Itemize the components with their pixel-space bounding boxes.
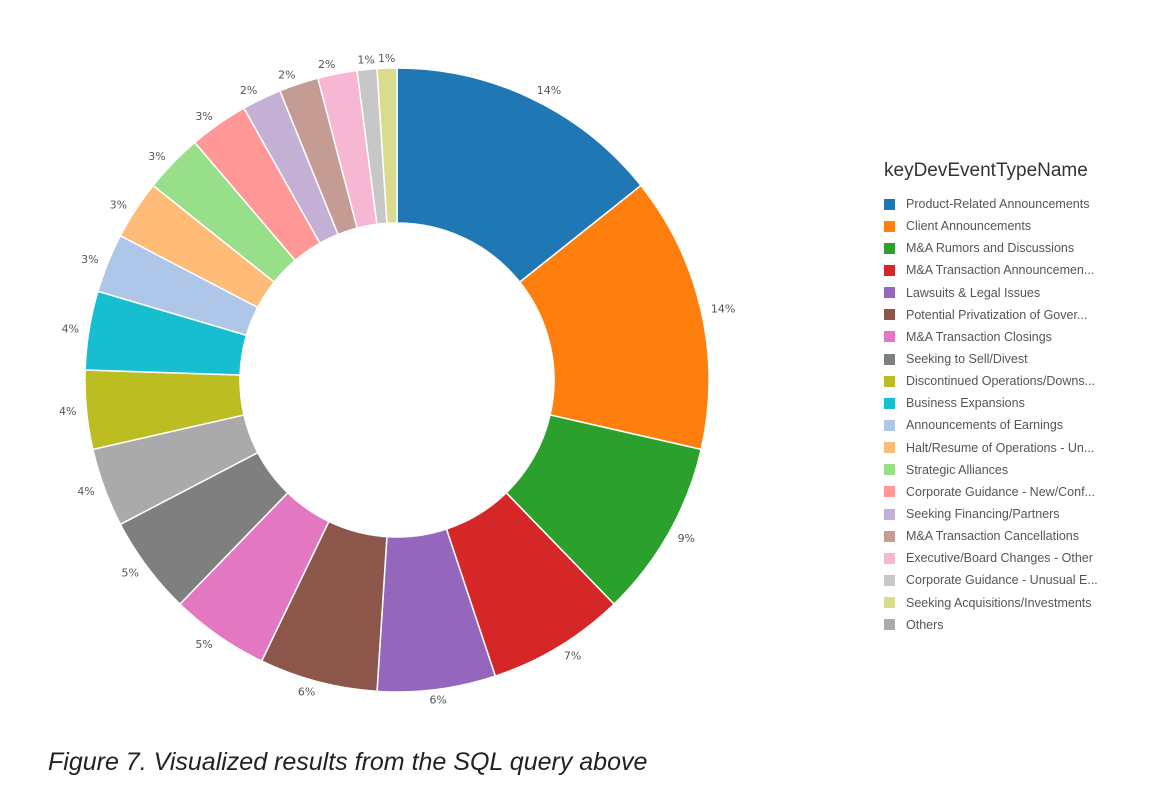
legend-swatch — [884, 375, 895, 387]
legend-label: Product-Related Announcements — [906, 197, 1090, 212]
slice-label: 1% — [357, 53, 374, 66]
legend-item[interactable]: M&A Rumors and Discussions — [884, 237, 1098, 259]
legend-label: Halt/Resume of Operations - Un... — [906, 440, 1095, 455]
slice-label: 3% — [195, 110, 212, 123]
legend-label: Seeking Financing/Partners — [906, 507, 1060, 522]
slice-label: 14% — [711, 302, 735, 315]
legend-item[interactable]: M&A Transaction Closings — [884, 326, 1098, 348]
legend-item[interactable]: Announcements of Earnings — [884, 414, 1098, 436]
slice-label: 3% — [148, 150, 165, 163]
legend-swatch — [884, 597, 895, 609]
slice-label: 5% — [121, 567, 138, 580]
legend: keyDevEventTypeName Product-Related Anno… — [884, 160, 1098, 636]
slice-label: 2% — [240, 84, 257, 97]
legend-item[interactable]: Product-Related Announcements — [884, 193, 1098, 215]
legend-swatch — [884, 353, 895, 365]
legend-swatch — [884, 574, 895, 586]
legend-swatch — [884, 530, 895, 542]
legend-item[interactable]: Others — [884, 614, 1098, 636]
legend-item[interactable]: Potential Privatization of Gover... — [884, 304, 1098, 326]
slice-seeking-acquisitions-investments — [376, 67, 398, 225]
slice-label: 4% — [77, 485, 94, 498]
legend-swatch — [884, 287, 895, 299]
legend-label: M&A Rumors and Discussions — [906, 241, 1075, 256]
legend-swatch — [884, 220, 895, 232]
legend-swatch — [884, 397, 895, 409]
slice-label: 7% — [564, 649, 581, 662]
legend-swatch — [884, 552, 895, 564]
legend-label: Strategic Alliances — [906, 462, 1009, 477]
legend-label: Corporate Guidance - Unusual E... — [906, 573, 1098, 588]
slice-label: 3% — [81, 253, 98, 266]
legend-label: Seeking Acquisitions/Investments — [906, 595, 1092, 610]
slice-label: 2% — [318, 58, 335, 71]
legend-label: Announcements of Earnings — [906, 418, 1064, 433]
legend-swatch — [884, 619, 895, 631]
legend-item[interactable]: M&A Transaction Announcemen... — [884, 259, 1098, 281]
legend-item[interactable]: Halt/Resume of Operations - Un... — [884, 437, 1098, 459]
legend-label: Potential Privatization of Gover... — [906, 307, 1088, 322]
legend-label: Executive/Board Changes - Other — [906, 551, 1093, 566]
legend-label: Corporate Guidance - New/Conf... — [906, 484, 1095, 499]
slice-label: 5% — [195, 638, 212, 651]
legend-list: Product-Related Announcements Client Anno… — [884, 193, 1098, 636]
slice-label: 9% — [678, 532, 695, 545]
legend-swatch — [884, 442, 895, 454]
legend-label: M&A Transaction Cancellations — [906, 529, 1080, 544]
legend-item[interactable]: Seeking Financing/Partners — [884, 503, 1098, 525]
legend-item[interactable]: M&A Transaction Cancellations — [884, 525, 1098, 547]
legend-label: Client Announcements — [906, 219, 1032, 234]
legend-swatch — [884, 331, 895, 343]
legend-swatch — [884, 242, 895, 254]
figure-caption: Figure 7. Visualized results from the SQ… — [48, 748, 648, 776]
legend-label: M&A Transaction Closings — [906, 329, 1052, 344]
legend-item[interactable]: Business Expansions — [884, 392, 1098, 414]
legend-title: keyDevEventTypeName — [884, 160, 1088, 181]
legend-swatch — [884, 419, 895, 431]
legend-item[interactable]: Executive/Board Changes - Other — [884, 547, 1098, 569]
legend-label: Others — [906, 617, 944, 632]
legend-swatch — [884, 508, 895, 520]
legend-swatch — [884, 486, 895, 498]
slice-label: 4% — [62, 323, 79, 336]
legend-swatch — [884, 464, 895, 476]
legend-label: Seeking to Sell/Divest — [906, 352, 1028, 367]
legend-item[interactable]: Seeking to Sell/Divest — [884, 348, 1098, 370]
legend-label: Business Expansions — [906, 396, 1025, 411]
slice-client-announcements — [518, 184, 710, 451]
slice-label: 6% — [429, 693, 446, 706]
legend-item[interactable]: Seeking Acquisitions/Investments — [884, 592, 1098, 614]
legend-swatch — [884, 309, 895, 321]
legend-item[interactable]: Lawsuits & Legal Issues — [884, 282, 1098, 304]
legend-item[interactable]: Strategic Alliances — [884, 459, 1098, 481]
slice-label: 4% — [59, 405, 76, 418]
donut-slices — [84, 67, 710, 693]
legend-label: Discontinued Operations/Downs... — [906, 374, 1095, 389]
legend-item[interactable]: Corporate Guidance - Unusual E... — [884, 569, 1098, 591]
slice-label: 1% — [378, 52, 395, 65]
slice-label: 3% — [110, 198, 127, 211]
legend-label: M&A Transaction Announcemen... — [906, 263, 1095, 278]
legend-swatch — [884, 198, 895, 210]
legend-item[interactable]: Discontinued Operations/Downs... — [884, 370, 1098, 392]
slice-labels: 14% 14% 9% 7% 6% 6% 5% 5% 4% 4% 4% 3% 3% 3% 3% 2% 2% 2% 1%… — [59, 52, 735, 706]
legend-swatch — [884, 264, 895, 276]
slice-label: 2% — [278, 68, 295, 81]
slice-product-related-announcements — [396, 67, 642, 284]
legend-item[interactable]: Client Announcements — [884, 215, 1098, 237]
legend-label: Lawsuits & Legal Issues — [906, 285, 1041, 300]
slice-label: 6% — [298, 685, 315, 698]
slice-label: 14% — [537, 84, 561, 97]
legend-item[interactable]: Corporate Guidance - New/Conf... — [884, 481, 1098, 503]
